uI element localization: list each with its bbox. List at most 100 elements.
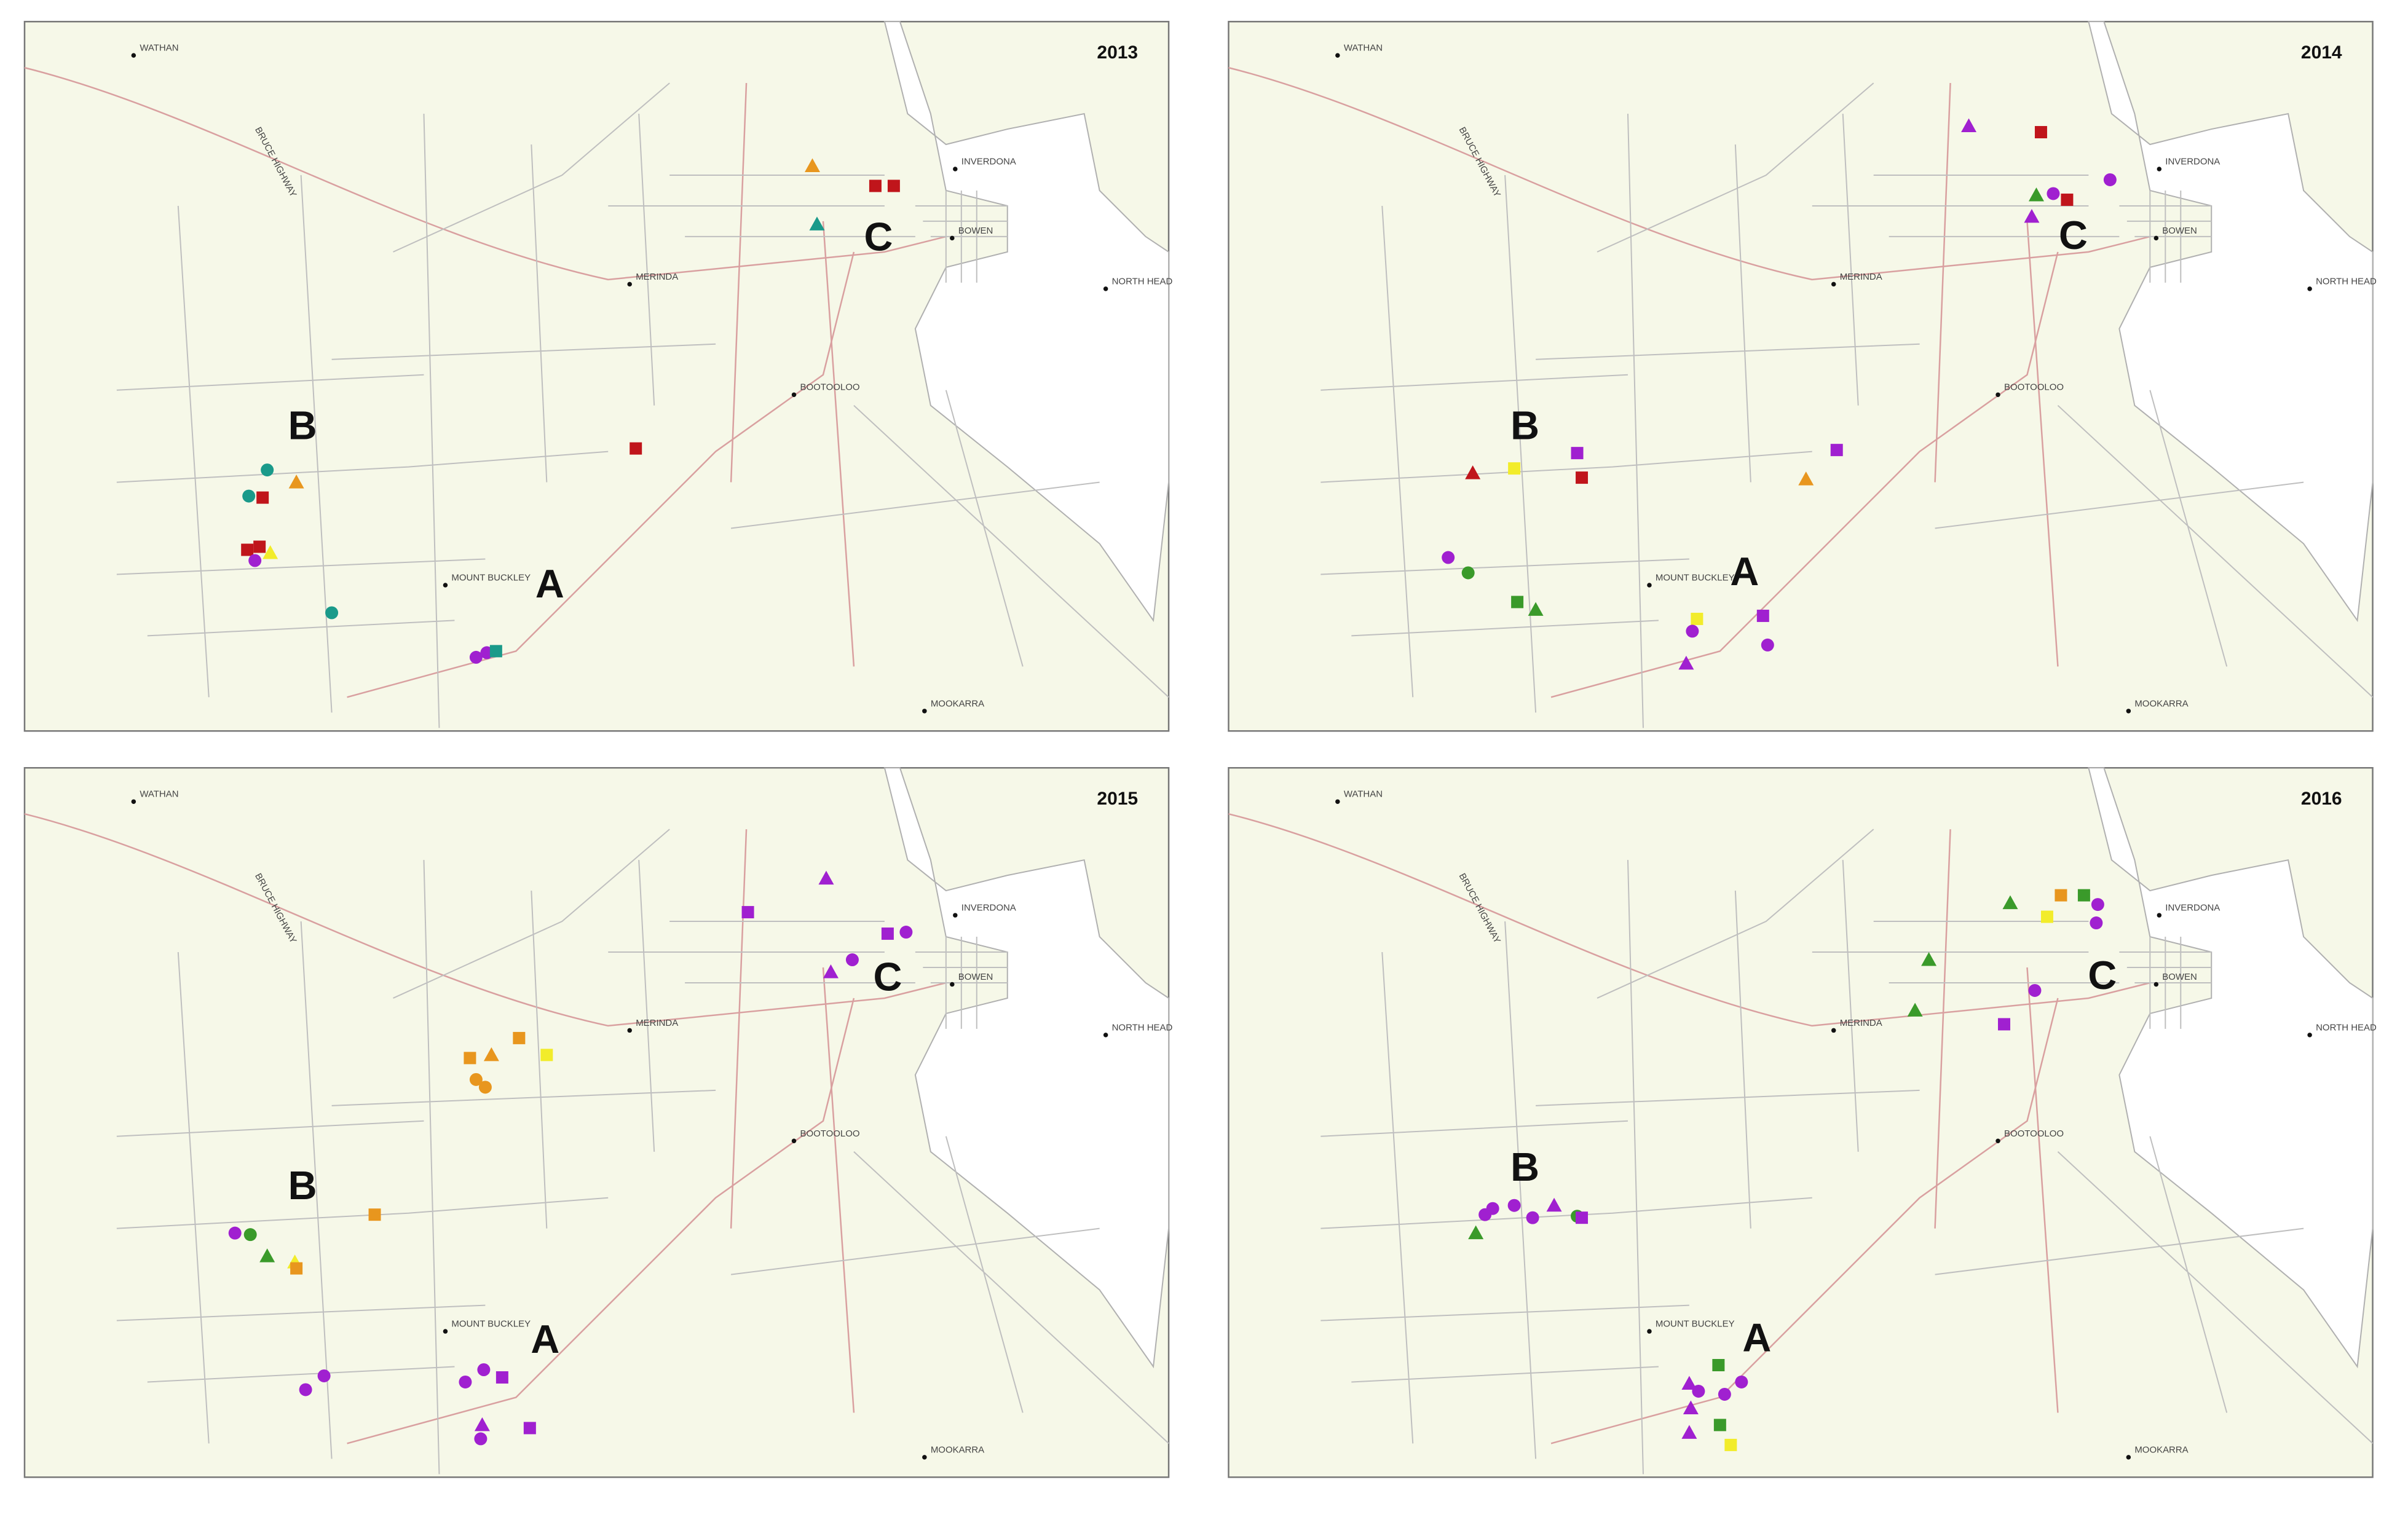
place-label: MOOKARRA — [931, 1444, 984, 1455]
site-marker — [2028, 983, 2042, 997]
place-label: MERINDA — [1840, 1018, 1882, 1028]
site-marker — [259, 1248, 275, 1262]
site-marker — [845, 953, 859, 966]
site-marker — [1681, 1425, 1697, 1439]
site-marker — [1486, 1202, 1499, 1215]
site-marker — [477, 1363, 491, 1376]
site-marker — [483, 1047, 499, 1061]
site-marker — [741, 906, 754, 919]
zone-label: A — [1742, 1315, 1771, 1360]
site-marker — [1692, 1384, 1705, 1398]
site-marker — [869, 179, 882, 192]
site-marker — [228, 1226, 242, 1240]
site-marker — [1761, 638, 1774, 652]
place-label: BOOTOOLOO — [800, 382, 860, 393]
site-marker — [2034, 126, 2047, 139]
place-label: NORTH HEAD — [1112, 276, 1173, 286]
site-marker — [1442, 551, 1455, 564]
place-label: MERINDA — [1840, 272, 1882, 282]
place-dot — [627, 1028, 632, 1033]
site-marker — [263, 545, 278, 559]
place-label: BOWEN — [958, 226, 993, 236]
place-label: WATHAN — [1344, 43, 1383, 53]
place-dot — [1647, 583, 1652, 588]
site-marker — [1461, 566, 1475, 580]
site-marker — [2028, 187, 2044, 202]
site-marker — [1511, 596, 1524, 608]
site-marker — [495, 1371, 508, 1384]
place-dot — [2126, 1455, 2131, 1460]
place-dot — [443, 1329, 448, 1334]
site-marker — [459, 1375, 472, 1388]
site-marker — [299, 1383, 312, 1396]
zone-label: B — [288, 403, 317, 448]
place-label: NORTH HEAD — [1112, 1022, 1173, 1033]
panel-year: 2013 — [1097, 42, 1138, 63]
place-label: BOOTOOLOO — [800, 1128, 860, 1139]
place-dot — [1647, 1329, 1652, 1334]
site-marker — [1546, 1197, 1562, 1212]
site-marker — [1691, 612, 1703, 625]
zone-label: A — [531, 1317, 559, 1361]
zone-label: C — [2088, 953, 2117, 998]
site-marker — [2055, 889, 2067, 902]
site-marker — [1830, 444, 1843, 457]
site-marker — [809, 216, 825, 230]
base-map — [1228, 766, 2374, 1478]
site-marker — [2024, 208, 2040, 223]
site-marker — [469, 650, 483, 664]
site-marker — [478, 1081, 492, 1094]
site-marker — [899, 926, 913, 939]
site-marker — [241, 543, 254, 556]
site-marker — [1921, 952, 1937, 966]
panel-year: 2015 — [1097, 789, 1138, 809]
zone-label: A — [535, 561, 564, 606]
site-marker — [1713, 1419, 1726, 1432]
site-marker — [887, 179, 900, 192]
place-label: MOUNT BUCKLEY — [451, 572, 531, 583]
zone-label: C — [864, 214, 893, 259]
zone-label: C — [2059, 213, 2088, 258]
place-dot — [950, 235, 955, 241]
place-dot — [1335, 53, 1340, 58]
site-marker — [2091, 898, 2104, 912]
site-marker — [325, 606, 339, 620]
map-panel: BRUCE HIGHWAYWATHANMERINDAINVERDONABOWEN… — [23, 20, 1173, 732]
place-label: INVERDONA — [961, 156, 1016, 167]
site-marker — [368, 1208, 381, 1221]
place-dot — [922, 709, 927, 714]
site-marker — [2002, 895, 2018, 910]
site-marker — [2090, 916, 2103, 930]
site-marker — [2061, 193, 2074, 206]
site-marker — [1961, 118, 1977, 133]
site-marker — [2047, 187, 2060, 200]
place-label: NORTH HEAD — [2316, 276, 2377, 286]
place-dot — [791, 1138, 797, 1144]
site-marker — [464, 1052, 476, 1065]
site-marker — [804, 158, 820, 172]
site-marker — [1507, 1199, 1521, 1212]
zone-label: C — [873, 954, 902, 999]
place-dot — [1103, 1033, 1108, 1038]
map-panel: BRUCE HIGHWAYWATHANMERINDAINVERDONABOWEN… — [1228, 766, 2377, 1478]
site-marker — [2103, 173, 2117, 186]
site-marker — [1468, 1225, 1484, 1240]
site-marker — [256, 491, 269, 504]
site-marker — [1724, 1438, 1737, 1451]
site-marker — [1528, 602, 1544, 616]
site-marker — [1756, 609, 1769, 622]
place-dot — [627, 282, 632, 287]
place-dot — [2126, 709, 2131, 714]
site-marker — [290, 1262, 303, 1275]
place-label: MERINDA — [636, 1018, 678, 1028]
place-label: MERINDA — [636, 272, 678, 282]
place-label: MOUNT BUCKLEY — [451, 1319, 531, 1329]
place-label: BOWEN — [2162, 226, 2197, 236]
site-marker — [1686, 624, 1699, 638]
site-marker — [242, 489, 256, 503]
place-label: MOUNT BUCKLEY — [1656, 1319, 1735, 1329]
place-dot — [1995, 1138, 2000, 1144]
site-marker — [474, 1417, 490, 1432]
site-marker — [1735, 1375, 1748, 1388]
site-marker — [1681, 1376, 1697, 1390]
